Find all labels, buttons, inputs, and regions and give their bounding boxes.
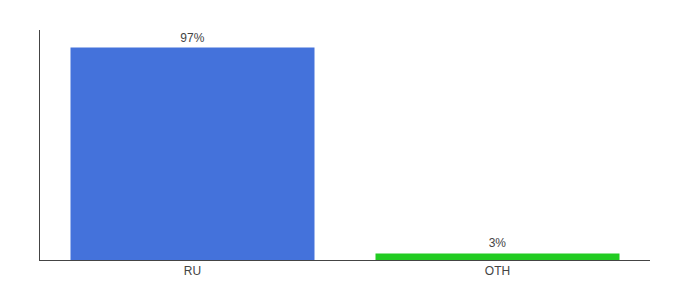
svg-text:97%: 97% [180, 31, 204, 45]
svg-text:OTH: OTH [485, 264, 510, 278]
svg-text:RU: RU [184, 264, 201, 278]
svg-text:3%: 3% [489, 236, 507, 250]
